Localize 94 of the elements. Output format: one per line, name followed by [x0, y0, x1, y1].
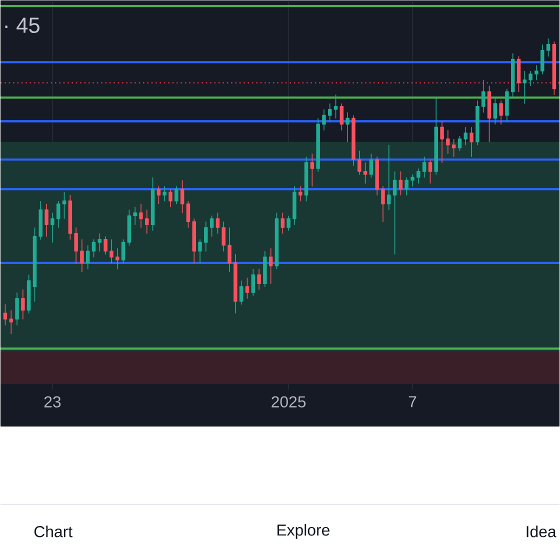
candlestick — [387, 144, 391, 210]
candlestick — [340, 102, 344, 130]
candlestick — [38, 200, 43, 240]
candlestick — [180, 180, 184, 213]
candlestick — [410, 174, 414, 186]
candlestick — [274, 212, 279, 270]
candlestick — [304, 156, 308, 202]
candlestick — [127, 209, 132, 246]
text: Idea — [526, 525, 556, 538]
candlestick — [174, 186, 178, 204]
candlestick — [534, 64, 538, 80]
candlestick — [499, 100, 503, 124]
candlestick — [505, 88, 509, 122]
x-tick-label: 23 — [44, 396, 61, 408]
candlestick — [476, 100, 480, 146]
candlestick — [50, 212, 54, 242]
candlestick — [186, 200, 190, 228]
x-tick-label: 7 — [408, 396, 416, 407]
candlestick — [334, 94, 338, 118]
candlestick — [3, 304, 8, 326]
candlestick — [263, 250, 267, 287]
candlestick — [481, 79, 486, 113]
x-tick-label: 2025 — [272, 396, 306, 408]
candlestick — [204, 221, 208, 252]
candlestick — [375, 156, 379, 196]
candlestick — [32, 226, 37, 302]
candlestick — [381, 186, 385, 222]
candlestick — [493, 97, 498, 124]
candlestick — [210, 215, 214, 237]
candlestick — [145, 209, 149, 234]
text: Chart — [34, 525, 72, 538]
candlestick — [68, 194, 72, 240]
candlestick — [546, 38, 550, 56]
candlestick — [150, 176, 155, 231]
candlestick — [510, 52, 515, 98]
candlestick — [268, 248, 273, 284]
candlestick — [133, 206, 137, 225]
candlestick — [216, 212, 220, 234]
candlestick — [192, 218, 196, 264]
candlestick — [470, 126, 474, 157]
chart-title: · 45 — [5, 18, 40, 33]
candlestick — [286, 215, 290, 231]
candlestick — [251, 268, 256, 296]
candlestick — [92, 238, 96, 258]
text: Explore — [278, 524, 330, 539]
candlestick — [116, 248, 120, 270]
candlestick — [228, 226, 232, 272]
candlestick — [257, 268, 261, 290]
candlestick — [168, 188, 172, 208]
candlestick — [352, 114, 356, 166]
candlestick — [80, 238, 84, 272]
candlestick — [528, 70, 532, 86]
candlestick — [280, 212, 285, 234]
candlestick — [104, 236, 108, 254]
candlestick — [516, 56, 521, 92]
candlestick — [245, 277, 250, 299]
candlestick — [464, 126, 468, 146]
candlestick — [458, 135, 462, 151]
candlestick — [234, 254, 238, 314]
candlestick — [440, 120, 444, 163]
candlestick — [15, 292, 19, 326]
candlestick — [56, 200, 60, 228]
candlestick — [363, 162, 368, 184]
candlestick — [422, 156, 426, 178]
candlestick — [86, 244, 90, 270]
candlestick — [44, 203, 48, 237]
candlestick — [222, 221, 226, 252]
candlestick — [434, 97, 438, 175]
candlestick — [316, 118, 320, 172]
candlestick — [369, 153, 374, 178]
candlestick — [446, 129, 450, 154]
candlestick — [139, 203, 143, 228]
candlestick — [358, 150, 362, 175]
candlestick — [239, 280, 244, 305]
candlestick — [298, 186, 302, 202]
candlestick — [346, 112, 350, 142]
candlestick — [292, 186, 296, 225]
candlestick — [9, 310, 14, 334]
candlestick — [552, 40, 556, 95]
candlestick — [121, 238, 126, 264]
candlestick — [26, 274, 31, 314]
candlestick — [156, 186, 161, 204]
candlestick — [398, 170, 403, 196]
candlestick — [198, 238, 202, 264]
candlestick — [428, 159, 432, 184]
candlestick — [328, 102, 332, 122]
candlestick — [416, 168, 420, 184]
candlestick — [21, 288, 25, 320]
candlestick — [74, 226, 78, 264]
candlestick — [162, 186, 166, 202]
candlestick — [110, 238, 114, 264]
candlestick — [322, 108, 326, 130]
candlestick — [540, 44, 544, 74]
candlestick — [404, 176, 408, 196]
